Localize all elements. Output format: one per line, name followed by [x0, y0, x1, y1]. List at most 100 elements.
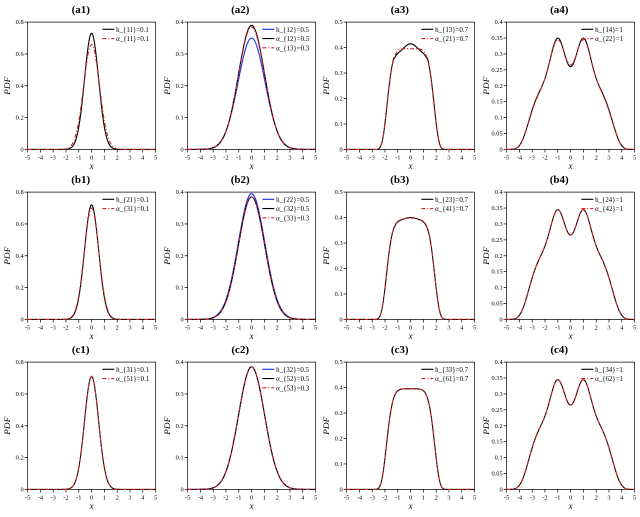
svg-text:0.35: 0.35: [491, 35, 502, 42]
svg-text:0.3: 0.3: [494, 391, 502, 398]
svg-text:0.6: 0.6: [16, 51, 25, 58]
panel-title: (b3): [321, 174, 479, 186]
svg-text:5: 5: [313, 495, 316, 502]
svg-text:0.15: 0.15: [491, 99, 502, 106]
panel-b4: (b4)-5-4-3-2-101234500.050.10.150.20.250…: [481, 174, 639, 342]
svg-text:0.6: 0.6: [16, 391, 25, 398]
svg-text:-4: -4: [197, 325, 203, 332]
svg-text:2: 2: [116, 155, 119, 162]
svg-text:-3: -3: [529, 495, 534, 502]
svg-text:-5: -5: [25, 495, 30, 502]
y-axis-label: PDF: [2, 416, 12, 435]
svg-text:-5: -5: [503, 325, 508, 332]
svg-text:0.2: 0.2: [175, 253, 183, 260]
svg-text:4: 4: [620, 325, 624, 332]
svg-text:-4: -4: [357, 155, 363, 162]
panel-c4: (c4)-5-4-3-2-101234500.050.10.150.20.250…: [481, 344, 639, 512]
svg-text:1: 1: [103, 495, 106, 502]
svg-text:-4: -4: [197, 155, 203, 162]
legend-label: α_{12}=0.5: [276, 35, 309, 43]
svg-text:0.2: 0.2: [175, 423, 183, 430]
svg-text:-3: -3: [370, 325, 375, 332]
svg-text:0.15: 0.15: [491, 269, 502, 276]
series-line: [506, 380, 634, 490]
legend: h_{34}=1α_{62}=1: [581, 366, 623, 383]
svg-text:5: 5: [632, 155, 635, 162]
svg-text:0.3: 0.3: [494, 51, 502, 58]
series-line: [347, 218, 475, 320]
svg-text:0.8: 0.8: [16, 189, 25, 196]
panel-title: (c2): [162, 344, 320, 356]
svg-text:-3: -3: [51, 155, 56, 162]
svg-text:0: 0: [339, 486, 343, 493]
svg-text:-2: -2: [223, 325, 228, 332]
svg-text:-4: -4: [197, 495, 203, 502]
svg-text:-5: -5: [184, 325, 189, 332]
svg-text:0.4: 0.4: [335, 45, 344, 52]
x-axis-label: x: [248, 161, 253, 171]
svg-text:1: 1: [262, 155, 265, 162]
svg-text:0.4: 0.4: [175, 19, 184, 26]
svg-text:5: 5: [473, 155, 476, 162]
y-axis-label: PDF: [321, 246, 331, 265]
svg-text:-2: -2: [542, 325, 547, 332]
svg-text:0.2: 0.2: [16, 285, 24, 292]
svg-text:1: 1: [103, 155, 106, 162]
svg-text:0.1: 0.1: [335, 291, 343, 298]
svg-text:-3: -3: [51, 325, 56, 332]
svg-text:3: 3: [447, 495, 450, 502]
svg-text:-2: -2: [63, 495, 68, 502]
legend-label: α_{33}=0.3: [276, 214, 309, 222]
legend-label: h_{12}=0.5: [276, 26, 309, 34]
panel-b3: (b3)-5-4-3-2-101234500.10.20.30.40.5xPDF…: [321, 174, 479, 342]
panel-title: (c1): [2, 344, 160, 356]
svg-text:0.2: 0.2: [494, 253, 502, 260]
series-line: [347, 389, 475, 490]
panel-plot: -5-4-3-2-101234500.10.20.30.40.5xPDFh_{2…: [321, 188, 479, 342]
legend-label: α_{42}=1: [595, 205, 623, 213]
legend: h_{24}=1α_{42}=1: [581, 196, 623, 213]
svg-text:3: 3: [128, 325, 131, 332]
svg-text:1: 1: [422, 325, 425, 332]
legend-label: h_{14}=1: [595, 26, 623, 34]
svg-text:0: 0: [339, 316, 343, 323]
legend: h_{31}=0.1α_{51}=0.1: [102, 366, 149, 383]
legend: h_{21}=0.1α_{31}=0.1: [102, 196, 149, 213]
svg-text:0.2: 0.2: [494, 83, 502, 90]
x-axis-label: x: [567, 501, 572, 511]
legend-label: α_{51}=0.1: [116, 375, 149, 383]
svg-text:5: 5: [473, 495, 476, 502]
svg-text:1: 1: [422, 155, 425, 162]
svg-text:2: 2: [594, 325, 597, 332]
legend: h_{11}=0.1α_{11}=0.1: [102, 26, 149, 43]
svg-text:-2: -2: [382, 325, 387, 332]
svg-text:0.2: 0.2: [16, 115, 24, 122]
y-axis-label: PDF: [321, 416, 331, 435]
panel-title: (a2): [162, 4, 320, 16]
svg-text:0.4: 0.4: [175, 189, 184, 196]
svg-text:-5: -5: [25, 155, 30, 162]
panel-plot: -5-4-3-2-101234500.10.20.30.4xPDFh_{12}=…: [162, 18, 320, 172]
panel-a1: (a1)-5-4-3-2-101234500.20.40.60.8xPDFh_{…: [2, 4, 160, 172]
svg-text:1: 1: [422, 495, 425, 502]
legend: h_{12}=0.5α_{12}=0.5α_{13}=0.3: [262, 26, 309, 53]
svg-text:2: 2: [116, 495, 119, 502]
svg-text:2: 2: [435, 325, 438, 332]
svg-text:0: 0: [180, 486, 184, 493]
x-axis-label: x: [408, 161, 413, 171]
svg-text:0.15: 0.15: [491, 439, 502, 446]
panel-title: (b4): [481, 174, 639, 186]
svg-text:2: 2: [435, 495, 438, 502]
svg-text:1: 1: [581, 155, 584, 162]
svg-text:-3: -3: [210, 155, 215, 162]
svg-text:0: 0: [20, 486, 24, 493]
svg-text:3: 3: [288, 325, 291, 332]
legend-label: α_{61}=0.7: [435, 375, 468, 383]
svg-text:-1: -1: [555, 325, 560, 332]
panel-a3: (a3)-5-4-3-2-101234500.10.20.30.40.5xPDF…: [321, 4, 479, 172]
svg-text:0: 0: [499, 486, 503, 493]
svg-text:2: 2: [116, 325, 119, 332]
legend-label: α_{53}=0.3: [276, 384, 309, 392]
svg-text:0.25: 0.25: [491, 407, 502, 414]
svg-text:4: 4: [460, 495, 464, 502]
